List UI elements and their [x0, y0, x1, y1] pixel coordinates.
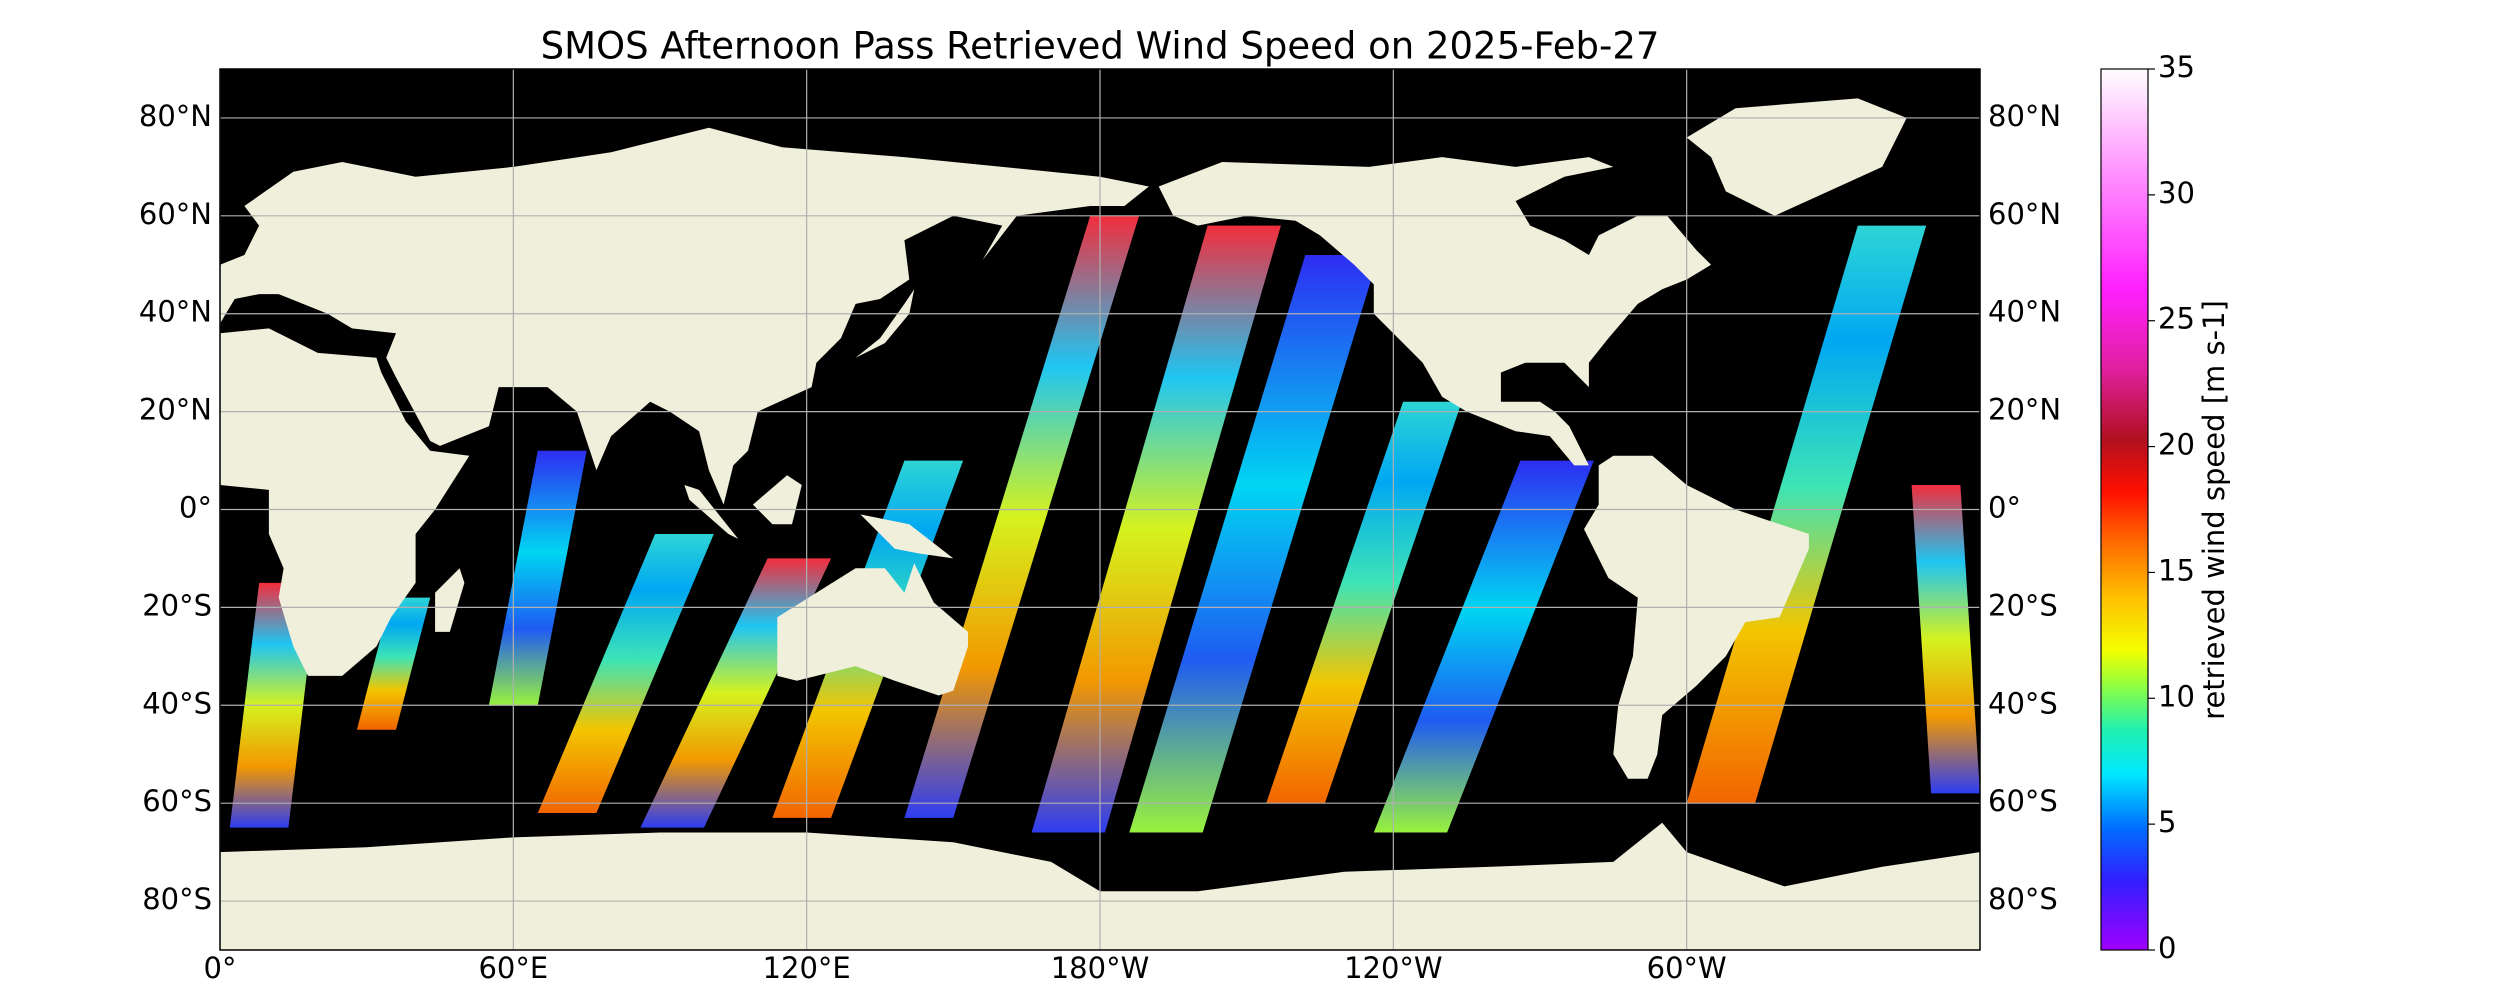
y-tick-label: 20°S [142, 588, 212, 622]
colorbar-tick-label: 35 [2158, 50, 2195, 84]
land-south-america [1584, 455, 1809, 779]
x-tick-label: 180°W [1051, 951, 1150, 985]
map-frame [219, 68, 1981, 951]
swath [1031, 225, 1281, 833]
y-tick-label: 20°N [139, 393, 212, 427]
x-tick-label: 120°E [763, 951, 851, 985]
swath [1129, 255, 1379, 833]
land-africa [220, 328, 470, 676]
y-tick-label: 40°N [139, 295, 212, 329]
y-tick-label-right: 40°S [1988, 686, 2058, 720]
land-new-guinea [860, 514, 954, 559]
land-madagascar [435, 568, 465, 632]
land-eurasia [220, 127, 1149, 505]
swath [1373, 460, 1594, 833]
y-tick-label-right: 60°S [1988, 784, 2058, 818]
y-tick-label-right: 20°N [1988, 393, 2061, 427]
y-tick-label-right: 60°N [1988, 197, 2061, 231]
x-tick-label: 60°E [478, 951, 548, 985]
y-tick-label-right: 20°S [1988, 588, 2058, 622]
x-tick-label: 0° [204, 951, 237, 985]
y-tick-label-right: 80°N [1988, 99, 2061, 133]
y-tick-label: 60°N [139, 197, 212, 231]
y-tick-label-right: 0° [1988, 491, 2021, 525]
swath [537, 534, 714, 813]
y-tick-label-right: 40°N [1988, 295, 2061, 329]
y-tick-label: 40°S [142, 686, 212, 720]
colorbar-tick-label: 5 [2158, 805, 2176, 839]
colorbar-tick-label: 0 [2158, 931, 2176, 965]
x-tick-label: 60°W [1647, 951, 1727, 985]
y-tick-label: 0° [179, 491, 212, 525]
land-borneo [752, 475, 802, 525]
y-tick-label-right: 80°S [1988, 882, 2058, 916]
x-tick-label: 120°W [1344, 951, 1443, 985]
colorbar-tick-label: 20 [2158, 428, 2195, 462]
swath [1266, 401, 1462, 804]
y-tick-label: 80°S [142, 882, 212, 916]
land-antarctica [220, 822, 1980, 950]
colorbar-tick-label: 10 [2158, 679, 2195, 713]
colorbar-tick-label: 15 [2158, 553, 2195, 587]
colorbar [2100, 68, 2149, 951]
y-tick-label: 80°N [139, 99, 212, 133]
land-sumatra [684, 485, 739, 539]
swath [356, 597, 431, 730]
land [220, 98, 1980, 950]
colorbar-tick-label: 30 [2158, 176, 2195, 210]
swaths [229, 215, 1980, 833]
land-greenland [1686, 98, 1907, 216]
land-north-america [1158, 157, 1712, 466]
colorbar-tick-label: 25 [2158, 302, 2195, 336]
map-title: SMOS Afternoon Pass Retrieved Wind Speed… [541, 25, 1660, 68]
land-australia [777, 563, 968, 696]
swath [1911, 485, 1980, 794]
colorbar-label: retrieved wind speed [m s-1] [2197, 300, 2231, 720]
swath [1686, 225, 1927, 804]
swath [904, 215, 1140, 818]
y-tick-label: 60°S [142, 784, 212, 818]
